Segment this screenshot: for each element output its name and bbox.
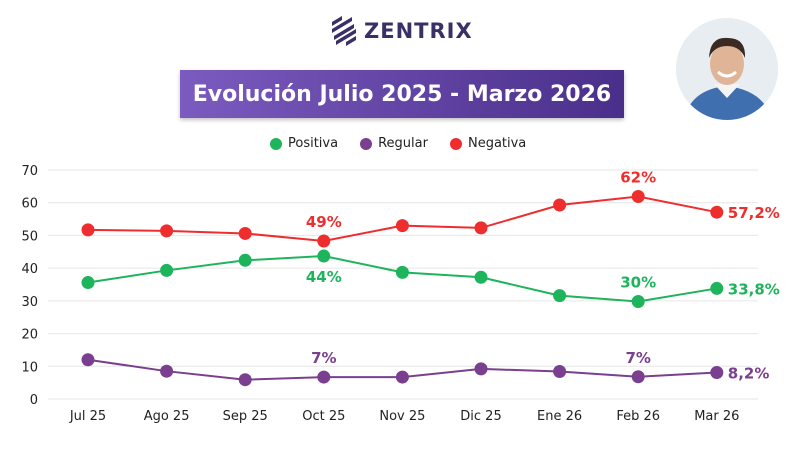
y-tick-label: 0 <box>30 393 38 408</box>
y-tick-label: 70 <box>21 164 38 179</box>
data-label-negativa: 62% <box>620 168 656 186</box>
legend-item-negativa: Negativa <box>449 136 527 151</box>
data-label-positiva: 30% <box>620 274 656 292</box>
legend-label: Regular <box>378 136 428 151</box>
data-point-positiva <box>238 253 252 267</box>
data-point-negativa <box>710 205 724 219</box>
legend-marker <box>270 137 282 150</box>
data-point-regular <box>238 373 252 387</box>
y-tick-label: 10 <box>21 360 38 375</box>
x-tick-label: Feb 26 <box>616 409 660 424</box>
legend-item-regular: Regular <box>360 136 428 151</box>
x-tick-label: Dic 25 <box>460 409 501 424</box>
data-label-regular: 8,2% <box>728 365 770 383</box>
y-tick-label: 20 <box>21 328 38 343</box>
data-point-positiva <box>474 270 488 284</box>
data-point-negativa <box>553 198 567 212</box>
data-point-positiva <box>160 263 174 277</box>
legend-label: Negativa <box>467 136 527 151</box>
x-tick-label: Oct 25 <box>302 409 345 424</box>
data-point-positiva <box>553 289 567 303</box>
legend: Positiva Regular Negativa <box>270 136 526 151</box>
avatar <box>676 18 778 120</box>
brand-name: ZENTRIX <box>364 19 473 43</box>
data-point-positiva <box>81 276 95 290</box>
data-point-positiva <box>631 295 645 309</box>
data-label-positiva: 33,8% <box>728 280 780 298</box>
chart-title: Evolución Julio 2025 - Marzo 2026 <box>180 70 624 118</box>
x-tick-label: Nov 25 <box>379 409 425 424</box>
brand-logo: ZENTRIX <box>330 16 473 46</box>
data-point-positiva <box>710 281 724 295</box>
data-point-negativa <box>395 219 409 233</box>
y-tick-label: 30 <box>21 295 38 310</box>
data-point-negativa <box>160 224 174 238</box>
legend-marker <box>449 137 462 150</box>
x-tick-label: Sep 25 <box>223 409 268 424</box>
data-label-regular: 7% <box>311 349 336 367</box>
y-tick-label: 50 <box>21 229 38 244</box>
data-point-negativa <box>81 223 95 237</box>
data-point-regular <box>553 365 567 379</box>
legend-marker <box>360 137 373 150</box>
y-tick-label: 60 <box>21 197 38 212</box>
data-point-negativa <box>474 221 488 235</box>
data-point-negativa <box>238 226 252 240</box>
y-tick-label: 40 <box>21 262 38 277</box>
x-tick-label: Ene 26 <box>537 409 582 424</box>
data-point-regular <box>81 353 95 367</box>
x-tick-label: Mar 26 <box>694 409 739 424</box>
data-label-negativa: 49% <box>306 213 342 231</box>
data-point-regular <box>395 370 409 384</box>
data-label-negativa: 57,2% <box>728 204 780 222</box>
person-photo-icon <box>676 18 778 120</box>
x-tick-label: Jul 25 <box>69 409 106 424</box>
data-label-positiva: 44% <box>306 268 342 286</box>
data-point-negativa <box>631 189 645 203</box>
data-point-regular <box>160 364 174 378</box>
data-point-regular <box>631 370 645 384</box>
data-point-regular <box>710 366 724 380</box>
x-tick-label: Ago 25 <box>144 409 190 424</box>
zentrix-logo-icon <box>332 16 356 46</box>
data-point-positiva <box>395 265 409 279</box>
data-label-regular: 7% <box>625 349 650 367</box>
legend-item-positiva: Positiva <box>270 136 338 151</box>
data-point-regular <box>474 362 488 376</box>
data-point-positiva <box>317 249 331 263</box>
data-point-negativa <box>317 234 331 248</box>
data-point-regular <box>317 370 331 384</box>
legend-label: Positiva <box>288 136 339 151</box>
